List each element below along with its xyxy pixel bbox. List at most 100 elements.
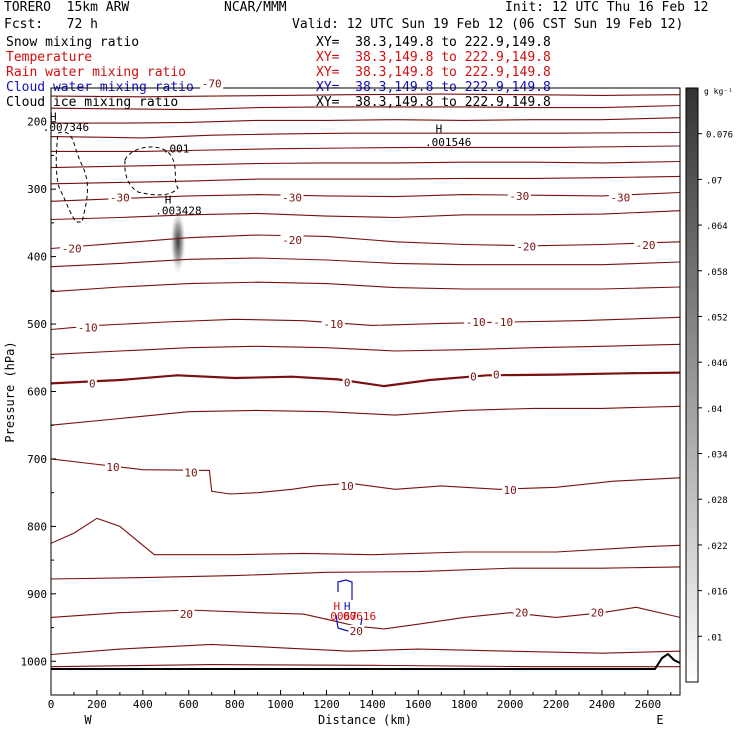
temperature-label-bg [507,189,531,202]
y-tick-label: 800 [27,520,47,533]
y-tick-label: 600 [27,386,47,399]
temperature-label-bg [491,368,501,381]
colorbar-tick-label: .022 [706,542,728,552]
temperature-contour [51,131,680,139]
legend-temperature: Temperature [6,50,93,65]
y-axis-label: Pressure (hPa) [3,341,17,442]
temperature-label-bg [491,316,515,329]
temperature-contour [51,175,680,185]
temperature-label-bg [339,479,356,492]
colorbar-tick-label: .016 [706,588,728,598]
colorbar-tick-label: .034 [706,451,728,461]
model-title: TORERO 15km ARW [4,0,130,15]
x-tick-label: 1200 [313,698,340,711]
temperature-label: -30 [610,191,630,204]
legend-cloud-water: Cloud water mixing ratio [6,80,194,95]
colorbar-tick-label: .07 [706,176,722,186]
temperature-contour [51,405,680,426]
temperature-label: -30 [282,191,302,204]
temperature-label-bg [589,606,606,619]
y-tick-label: 900 [27,588,47,601]
temperature-label: 20 [180,608,193,621]
x-tick-label: 1800 [451,698,478,711]
x-tick-label: 1000 [267,698,294,711]
temperature-contour [51,281,680,293]
colorbar-tick-label: .052 [706,313,728,323]
x-tick-label: 1400 [359,698,386,711]
extremum-label: H [165,193,172,206]
temperature-contour [51,606,680,630]
temperature-label: -20 [62,243,82,256]
snow-contour-left [55,131,88,223]
x-tick-label: 800 [225,698,245,711]
colorbar-unit: g kg⁻¹ [704,87,733,96]
temperature-label: 0 [89,377,96,390]
extremum-label: .003428 [155,205,201,218]
x-tick-label: 2200 [543,698,570,711]
legend-cloud-ice-xy: XY= 38.3,149.8 to 222.9,149.8 [316,95,551,110]
init-time: Init: 12 UTC Thu 16 Feb 12 [505,0,709,15]
x-tick-label: 2600 [635,698,662,711]
extremum-label: H [344,600,351,613]
temperature-label: 20 [350,625,363,638]
temperature-label: 0 [470,371,477,384]
x-right-endpoint: E [656,713,663,727]
temperature-contour [51,93,680,98]
valid-time: Valid: 12 UTC Sun 19 Feb 12 (06 CST Sun … [292,17,684,32]
colorbar [685,87,699,683]
extremum-label: .001546 [425,136,471,149]
colorbar-tick-label: .04 [706,405,722,415]
extremum-label: H [436,122,443,135]
x-tick-label: 2400 [589,698,616,711]
cloud-ice-shading [170,208,186,276]
temperature-label-bg [348,624,365,637]
temperature-label: -10 [466,316,486,329]
temperature-label-bg [87,377,97,390]
temperature-label: -10 [493,316,513,329]
temperature-label-bg [76,321,100,334]
temperature-label-bg [108,191,132,204]
x-tick-label: 600 [179,698,199,711]
temperature-label: 20 [591,607,604,620]
temperature-label-bg [104,461,121,474]
temperature-label: -20 [516,240,536,253]
temperature-label-bg [514,240,538,253]
y-tick-label: 200 [27,116,47,129]
x-tick-label: 200 [87,698,107,711]
temperature-label: 0 [344,377,351,390]
temperature-label: 10 [184,466,197,479]
temperature-label-bg [183,466,200,479]
extremum-label: .0067 [324,610,357,623]
temperature-contour [51,517,680,556]
org-title: NCAR/MMM [224,0,287,15]
temperature-label-bg [464,316,488,329]
legend-snow: Snow mixing ratio [6,35,140,50]
temperature-contour [51,145,680,152]
x-left-endpoint: W [84,713,92,727]
temperature-contour [51,117,680,124]
temperature-label-bg [200,77,224,90]
colorbar-tick-label: .028 [706,496,728,506]
temperature-contour [51,234,680,250]
y-tick-label: 700 [27,453,47,466]
temperature-label: -20 [636,239,656,252]
temperature-label-bg [321,318,345,331]
y-tick-label: 300 [27,183,47,196]
x-axis-label: Distance (km) [318,713,412,727]
temperature-label-bg [178,608,195,621]
temperature-label: 0 [493,369,500,382]
y-tick-label: 500 [27,318,47,331]
temperature-label: 10 [341,480,354,493]
colorbar-tick-label: .046 [706,359,728,369]
temperature-label-bg [342,376,352,389]
temperature-label-bg [634,239,658,252]
colorbar-tick-label: .01 [706,633,722,643]
legend-snow-xy: XY= 38.3,149.8 to 222.9,149.8 [316,35,551,50]
legend-rain-xy: XY= 38.3,149.8 to 222.9,149.8 [316,65,551,80]
cloud-ice-maximum [170,208,186,276]
temperature-label: 20 [515,607,528,620]
temperature-label: -70 [202,77,222,90]
extremum-label: .007346 [43,121,89,134]
y-tick-label: 1000 [21,655,48,668]
